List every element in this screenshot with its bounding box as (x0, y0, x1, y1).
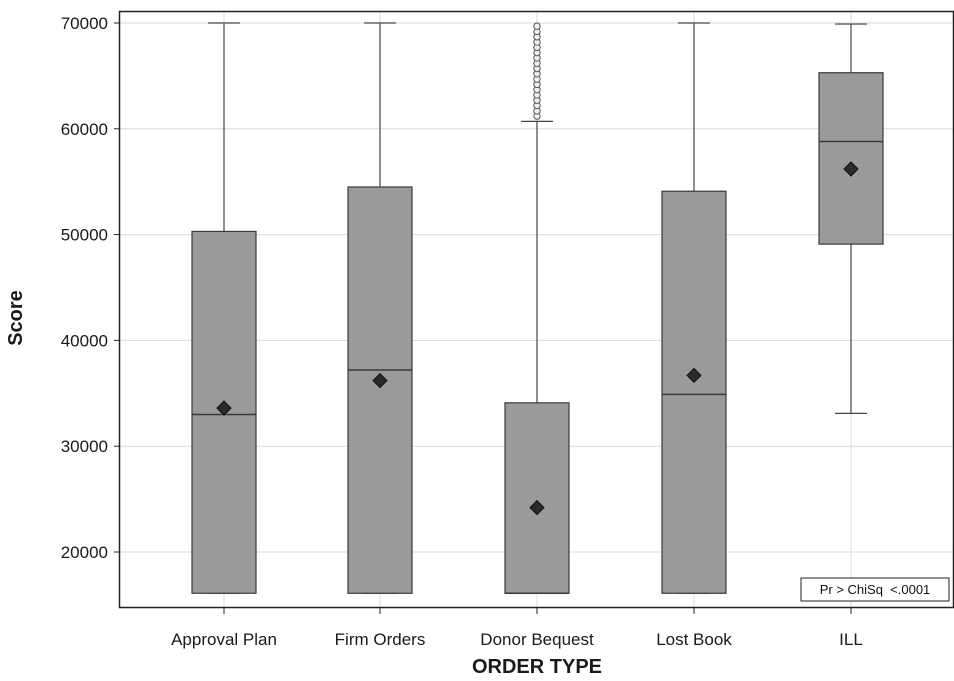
box-approval-plan (191, 22, 257, 594)
y-tick-label: 50000 (61, 226, 108, 245)
y-tick-label: 20000 (61, 543, 108, 562)
box-series (191, 22, 884, 595)
y-axis-title: Score (5, 290, 27, 346)
iqr-box (661, 190, 727, 594)
x-tick-label: ILL (839, 630, 863, 649)
iqr-box (347, 186, 413, 594)
y-tick-labels: 20000 30000 40000 50000 60000 70000 (61, 14, 120, 562)
y-tick-label: 70000 (61, 14, 108, 33)
box-firm-orders (347, 22, 413, 594)
y-tick-label: 40000 (61, 331, 108, 350)
iqr-box (818, 72, 884, 245)
stat-inset-text: Pr > ChiSq <.0001 (820, 582, 931, 597)
mean-marker (686, 367, 702, 384)
mean-marker (216, 400, 232, 416)
x-axis-title: ORDER TYPE (472, 656, 602, 678)
outlier-point (533, 22, 541, 30)
box-lost-book (661, 22, 727, 594)
mean-marker (529, 499, 545, 516)
x-tick-label: Firm Orders (335, 630, 426, 649)
y-tick-label: 60000 (61, 120, 108, 139)
x-tick-label: Donor Bequest (480, 630, 594, 649)
stat-inset-box (800, 577, 950, 602)
iqr-box (504, 402, 570, 594)
stat-inset: Pr > ChiSq <.0001 (800, 577, 950, 602)
box-ill (818, 23, 884, 415)
mean-marker (843, 161, 859, 177)
x-tick-label: Approval Plan (171, 630, 277, 649)
mean-marker (372, 372, 388, 389)
x-tick-label: Lost Book (656, 630, 732, 649)
box-donor-bequest (504, 22, 570, 595)
x-tick-labels: Approval Plan Firm Orders Donor Bequest Los… (171, 607, 863, 649)
y-tick-label: 30000 (61, 437, 108, 456)
